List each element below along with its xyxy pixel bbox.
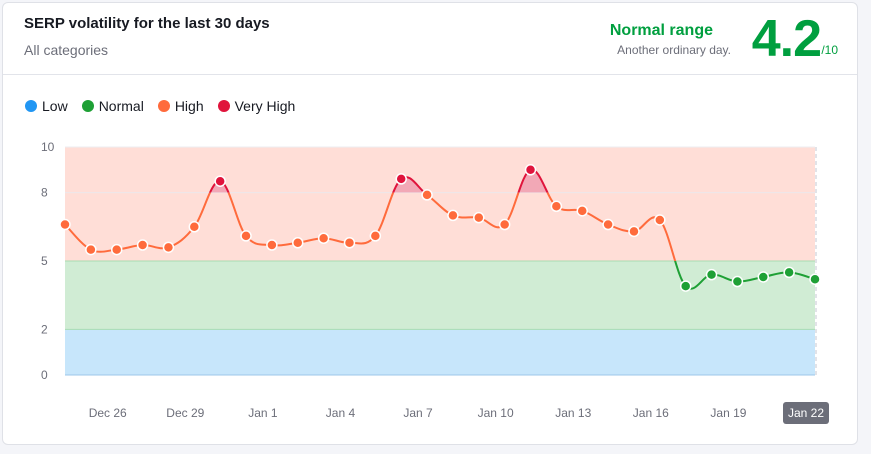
legend-dot-low [25,100,37,112]
data-point [59,218,71,231]
legend-label-normal: Normal [98,98,144,114]
range-status-description: Another ordinary day. [617,43,731,57]
legend-label-very-high: Very High [234,98,296,114]
x-tick-highlight [783,402,829,424]
data-point [214,175,226,187]
x-tick-label: Dec 29 [166,406,204,420]
legend-item-very-high[interactable]: Very High [217,98,296,114]
data-point [136,239,149,251]
legend-item-normal[interactable]: Normal [81,98,144,114]
data-point [266,239,278,251]
x-tick-label: Jan 19 [710,406,746,420]
data-point [602,218,614,231]
y-tick-label: 2 [41,322,48,336]
band-low [65,329,815,375]
data-point [395,173,407,185]
legend-label-high: High [174,98,204,114]
y-tick-label: 10 [41,140,55,154]
legend-dot-very-high [217,100,230,112]
data-point [343,237,356,249]
chart-title: SERP volatility for the last 30 days [24,15,270,32]
data-point [188,221,201,233]
x-tick-label: Jan 4 [326,406,356,420]
card-header: SERP volatility for the last 30 days All… [3,3,857,75]
y-tick-label: 8 [41,186,48,200]
legend-dot-normal [81,100,94,112]
data-point [498,218,511,231]
data-point [369,230,382,242]
x-tick-label: Jan 1 [248,406,278,420]
data-point [654,214,666,226]
volatility-card: SERP volatility for the last 30 days All… [2,2,858,445]
data-point [628,225,640,238]
data-point [110,243,123,256]
legend-dot-high [157,100,170,112]
volatility-chart: 0 2 5 8 10 Dec 26 Dec 29 Jan 1 Jan 4 Jan 7 Jan 10 J… [41,140,829,424]
x-tick-label: Dec 26 [89,406,127,420]
y-tick-label: 5 [41,254,48,268]
data-point [447,209,459,222]
y-tick-label: 0 [41,368,48,382]
category-subtitle: All categories [24,42,109,58]
data-point [524,164,537,176]
data-point [473,211,485,224]
data-point [783,266,795,279]
data-point [757,271,770,283]
range-status-title: Normal range [609,22,713,39]
data-point [576,205,588,217]
data-point [162,241,175,254]
score-denominator: /10 [821,43,838,57]
data-point [809,273,821,285]
data-point [421,189,433,201]
data-point [240,230,252,242]
data-point [85,243,97,256]
band-normal [65,261,815,330]
data-point [731,275,744,288]
volatility-score: 4.2 [751,10,822,68]
data-point [679,280,692,292]
legend-item-low[interactable]: Low [25,98,68,114]
x-tick-label: Jan 16 [633,406,669,420]
legend-item-high[interactable]: High [157,98,204,114]
band-high [65,147,815,261]
x-tick-label: Jan 13 [555,406,591,420]
x-tick-label-current: Jan 22 [788,406,824,420]
data-point [292,237,304,249]
data-point [705,268,718,281]
legend-label-low: Low [42,98,68,114]
x-tick-label: Jan 7 [403,406,433,420]
data-point [317,232,330,244]
chart-legend: Low Normal High Very High [25,98,295,114]
x-tick-label: Jan 10 [478,406,514,420]
data-point [550,200,563,213]
